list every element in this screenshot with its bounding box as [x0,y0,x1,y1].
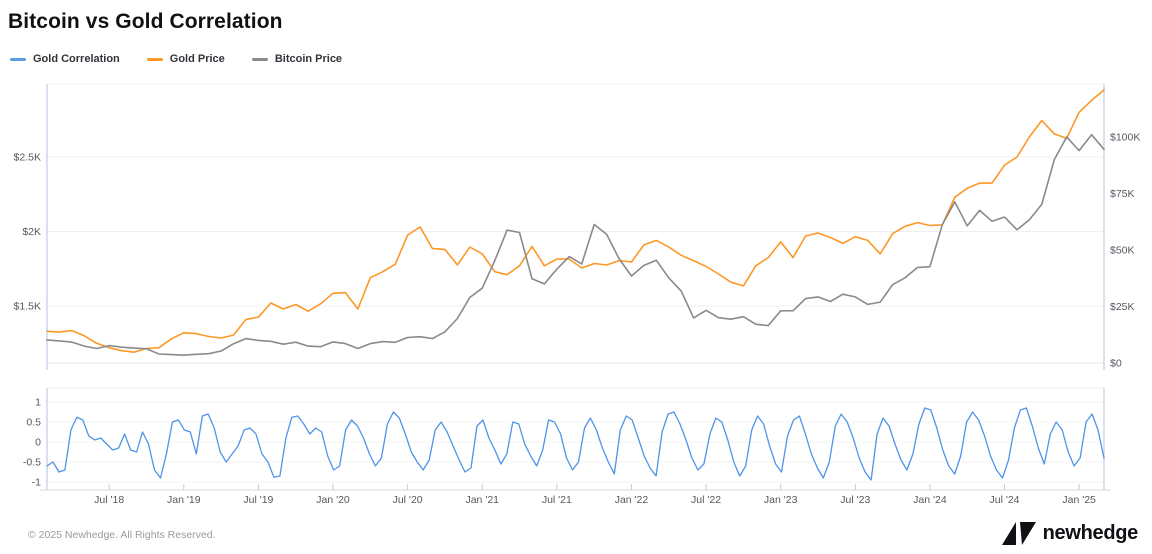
x-axis-tick-label: Jul '22 [691,494,721,506]
copyright-text: © 2025 Newhedge. All Rights Reserved. [28,529,216,541]
gold-price-line [46,89,1105,354]
gold-correlation-swatch-icon [10,57,26,61]
x-axis-tick-label: Jan '19 [167,494,201,506]
x-axis-tick-label: Jan '25 [1062,494,1096,506]
legend-label: Gold Correlation [33,53,120,65]
bitcoin-price-swatch-icon [251,57,268,61]
bitcoin-price-line [46,133,1105,357]
correlation-axis-tick-label: -0.5 [23,457,41,469]
legend: Gold Correlation Gold Price Bitcoin Pric… [10,53,342,65]
x-axis-tick-label: Jan '23 [764,494,798,506]
legend-item-gold-price[interactable]: Gold Price [146,53,225,65]
price-chart-plot-area[interactable]: $1.5K $2K $2.5K $0 $25K $50K $75K $100K [0,80,1152,380]
legend-label: Gold Price [169,53,225,65]
legend-item-gold-correlation[interactable]: Gold Correlation [10,53,120,65]
correlation-axis-tick-label: 0.5 [26,417,41,429]
brand-name: newhedge [1042,522,1139,544]
right-axis-tick-label: $0 [1110,358,1122,370]
correlation-axis-tick-label: -1 [32,477,41,489]
legend-item-bitcoin-price[interactable]: Bitcoin Price [251,53,343,65]
x-axis-tick-label: Jul '19 [243,494,273,506]
legend-label: Bitcoin Price [274,53,343,65]
right-axis-tick-label: $50K [1110,245,1135,257]
x-axis-tick-label: Jan '24 [913,494,947,506]
left-axis-tick-label: $2K [22,226,41,238]
newhedge-logo-icon [1001,522,1036,545]
x-axis-tick-label: Jan '20 [316,494,350,506]
gold-correlation-line [46,407,1105,481]
correlation-axis-tick-label: 0 [35,437,41,449]
gold-price-swatch-icon [146,57,163,61]
x-axis-tick-label: Jul '20 [393,494,423,506]
left-axis-tick-label: $2.5K [14,152,41,164]
x-axis-tick-label: Jan '21 [465,494,499,506]
x-axis-tick-label: Jul '21 [542,494,572,506]
x-axis-tick-label: Jan '22 [615,494,649,506]
correlation-chart-plot-area[interactable]: 1 0.5 0 -0.5 -1 Jul '18 Jan '19 Jul '19 Jan '20 J… [0,380,1152,520]
right-axis-tick-label: $100K [1110,132,1140,144]
right-axis-tick-label: $25K [1110,301,1135,313]
x-axis-tick-label: Jul '18 [94,494,124,506]
x-axis-tick-label: Jul '24 [990,494,1020,506]
page-title: Bitcoin vs Gold Correlation [8,10,283,33]
right-axis-tick-label: $75K [1110,188,1135,200]
left-axis-tick-label: $1.5K [14,301,41,313]
brand-logo[interactable]: newhedge [1001,520,1138,547]
correlation-axis-tick-label: 1 [35,397,41,409]
x-axis-tick-label: Jul '23 [840,494,870,506]
